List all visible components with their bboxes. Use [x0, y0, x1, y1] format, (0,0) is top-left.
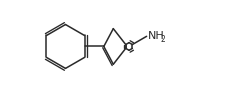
Text: NH: NH — [148, 31, 165, 41]
Text: 2: 2 — [160, 35, 165, 44]
